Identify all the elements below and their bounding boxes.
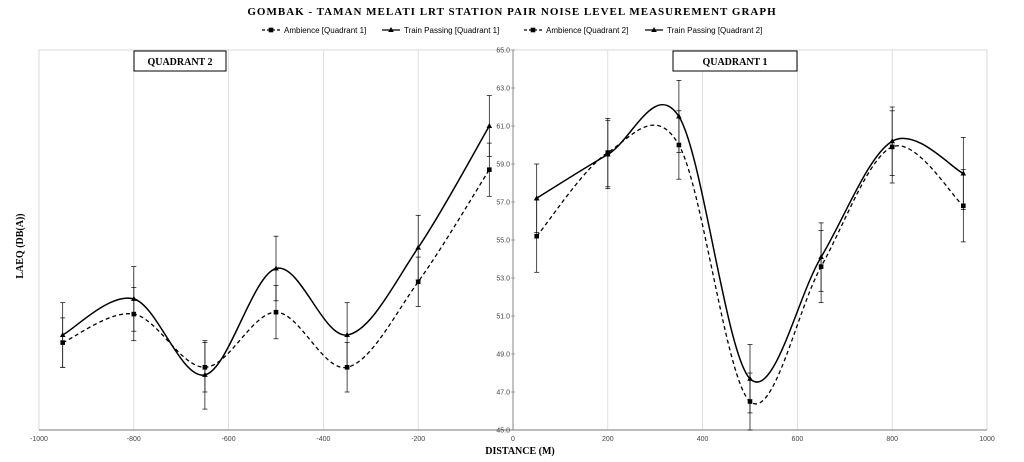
x-tick-label: -1000 <box>30 436 48 443</box>
legend-item: Ambience [Quadrant 2] <box>524 26 628 35</box>
data-point-triangle <box>388 27 394 32</box>
data-point-triangle <box>59 332 66 337</box>
series-train-passing-quadrant-1 <box>533 80 967 414</box>
quadrant-label: QUADRANT 2 <box>147 57 212 68</box>
x-tick-label: 200 <box>602 436 614 443</box>
data-point-triangle <box>131 295 137 301</box>
data-point-triangle <box>415 244 421 250</box>
y-tick-label: 61.0 <box>496 124 510 131</box>
data-point-triangle <box>676 113 682 119</box>
x-tick-label: 600 <box>792 436 804 443</box>
data-point-triangle <box>605 151 611 157</box>
data-point-triangle <box>818 254 824 260</box>
y-tick-label: 47.0 <box>496 390 510 397</box>
legend-label: Ambience [Quadrant 1] <box>284 26 366 35</box>
legend: Ambience [Quadrant 1] Train Passing [Quad… <box>262 26 762 35</box>
series-line <box>536 104 964 383</box>
data-point-triangle <box>960 170 967 176</box>
y-tick-label: 45.0 <box>496 428 510 435</box>
y-tick-label: 57.0 <box>496 200 510 207</box>
x-tick-label: 1000 <box>979 436 995 443</box>
y-tick-label: 59.0 <box>496 162 510 169</box>
x-axis-label: DISTANCE (M) <box>485 446 555 457</box>
legend-item: Ambience [Quadrant 1] <box>262 26 366 35</box>
y-axis-label: LAEQ (DB(A)) <box>15 213 26 278</box>
y-tick-label: 51.0 <box>496 314 510 321</box>
x-tick-label: 400 <box>697 436 709 443</box>
data-point-triangle <box>273 265 279 271</box>
x-tick-label: -600 <box>222 436 236 443</box>
plot-area <box>59 80 967 431</box>
data-point-triangle <box>486 123 493 128</box>
legend-label: Train Passing [Quadrant 2] <box>667 26 762 35</box>
data-point-triangle <box>533 195 540 201</box>
quadrant-label: QUADRANT 1 <box>702 57 767 68</box>
axes <box>39 49 987 431</box>
data-point-square <box>273 309 279 315</box>
y-tick-label: 49.0 <box>496 352 510 359</box>
legend-label: Ambience [Quadrant 2] <box>546 26 628 35</box>
legend-label: Train Passing [Quadrant 1] <box>404 26 499 35</box>
data-point-square <box>415 279 421 285</box>
data-point-triangle <box>889 138 895 144</box>
data-point-triangle <box>747 375 753 381</box>
y-tick-label: 65.0 <box>496 48 510 55</box>
x-tick-label: -200 <box>411 436 425 443</box>
y-tick-label: 63.0 <box>496 86 510 93</box>
legend-item: Train Passing [Quadrant 2] <box>645 26 762 35</box>
data-point-square <box>534 233 539 239</box>
x-tick-label: -400 <box>316 436 330 443</box>
quadrant-box <box>133 50 227 72</box>
y-tick-label: 53.0 <box>496 276 510 283</box>
quadrant-labels: QUADRANT 2 QUADRANT 1 <box>133 50 798 72</box>
data-point-triangle <box>344 332 350 337</box>
data-point-triangle <box>202 371 208 377</box>
quadrant-box <box>672 50 798 72</box>
x-tick-label: 0 <box>511 436 515 443</box>
x-tick-label: -800 <box>127 436 141 443</box>
y-tick-label: 55.0 <box>496 238 510 245</box>
tick-labels: -1000 -800 -600 -400 -200 0 200 400 600 800 1000 45… <box>30 48 995 444</box>
data-point-square <box>530 27 536 33</box>
series-train-passing-quadrant-2 <box>59 95 493 410</box>
legend-item: Train Passing [Quadrant 1] <box>382 26 499 35</box>
data-point-triangle <box>651 27 657 32</box>
chart-title: GOMBAK - TAMAN MELATI LRT STATION PAIR N… <box>247 6 776 18</box>
data-point-square <box>268 27 274 33</box>
x-tick-label: 800 <box>886 436 898 443</box>
data-point-square <box>487 167 492 172</box>
